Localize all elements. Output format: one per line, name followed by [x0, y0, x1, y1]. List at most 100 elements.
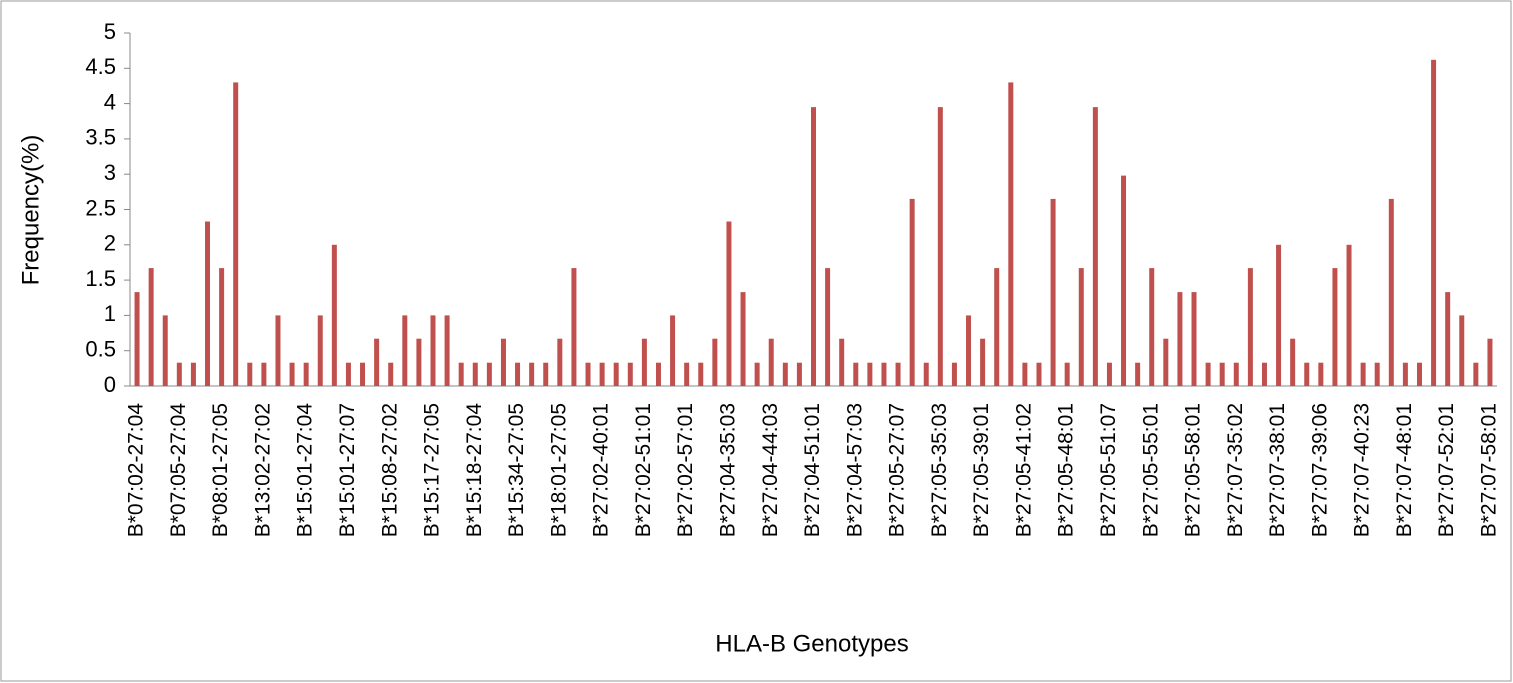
- bar: [1374, 362, 1380, 386]
- bar: [289, 362, 295, 386]
- bar: [811, 107, 816, 386]
- bar: [740, 292, 746, 386]
- bar: [980, 338, 986, 386]
- x-tick-label: B*27:04-35:03: [716, 403, 739, 537]
- bar: [444, 315, 450, 386]
- bar: [853, 362, 859, 386]
- y-tick-label: 5: [104, 19, 116, 44]
- x-tick-label: B*27:07-39:06: [1308, 403, 1331, 537]
- bar: [599, 362, 605, 386]
- bar: [205, 221, 211, 386]
- bar: [867, 362, 873, 386]
- x-tick-label: B*27:07-35:02: [1224, 403, 1247, 537]
- bar: [1247, 268, 1253, 386]
- x-tick-label: B*27:07-40:23: [1351, 403, 1374, 537]
- bar: [1487, 338, 1493, 386]
- bar: [416, 338, 422, 386]
- bar: [1473, 362, 1479, 386]
- bar: [613, 362, 619, 386]
- bar: [1036, 362, 1042, 386]
- bar: [839, 338, 845, 386]
- bar: [923, 362, 929, 386]
- bar: [1163, 338, 1169, 386]
- bar: [1276, 244, 1282, 386]
- x-tick-label: B*15:08-27:02: [378, 403, 401, 537]
- bar: [388, 362, 394, 386]
- x-tick-label: B*13:02-27:02: [251, 403, 274, 537]
- x-tick-label: B*27:07-52:01: [1435, 403, 1458, 537]
- bar: [1360, 362, 1366, 386]
- bar: [1445, 292, 1451, 386]
- bar: [472, 362, 478, 386]
- bar: [655, 362, 661, 386]
- bar: [557, 338, 563, 386]
- bar: [1205, 362, 1211, 386]
- bar: [1050, 198, 1056, 386]
- bar: [1261, 362, 1267, 386]
- x-tick-label: B*27:04-57:03: [843, 403, 866, 537]
- x-tick-label: B*15:34-27:05: [505, 403, 528, 537]
- x-tick-label: B*15:17-27:05: [421, 403, 444, 537]
- x-tick-label: B*27:05-39:01: [970, 403, 993, 537]
- x-tick-label: B*07:05-27:04: [167, 403, 190, 538]
- bar: [529, 362, 535, 386]
- x-tick-label: B*27:02-51:01: [632, 403, 655, 537]
- bar: [1388, 198, 1394, 386]
- bar: [1304, 362, 1310, 386]
- bar: [627, 362, 633, 386]
- x-tick-label: B*18:01-27:05: [547, 403, 570, 537]
- x-tick-label: B*27:02-40:01: [590, 403, 613, 537]
- x-tick-label: B*27:04-51:01: [801, 403, 824, 537]
- x-tick-label: B*15:18-27:04: [463, 403, 486, 538]
- bar: [331, 244, 337, 386]
- bar: [1135, 362, 1141, 386]
- bar: [1346, 244, 1352, 386]
- x-tick-label: B*27:05-51:07: [1097, 403, 1120, 537]
- bar: [994, 268, 1000, 386]
- bar: [317, 315, 323, 386]
- bar: [458, 362, 464, 386]
- bar: [1191, 292, 1197, 386]
- bar: [275, 315, 281, 386]
- bar: [1402, 362, 1408, 386]
- bar: [881, 362, 887, 386]
- bar: [1459, 315, 1465, 386]
- bar: [486, 362, 492, 386]
- bar: [1078, 268, 1084, 386]
- x-tick-label: B*27:05-35:03: [928, 403, 951, 537]
- bar: [190, 362, 196, 386]
- bar: [515, 362, 521, 386]
- bar: [754, 362, 760, 386]
- x-tick-label: B*27:05-58:01: [1182, 403, 1205, 537]
- bar: [909, 198, 915, 386]
- bar: [303, 362, 309, 386]
- bar: [1121, 175, 1127, 386]
- bar: [1008, 82, 1014, 387]
- bar: [782, 362, 788, 386]
- y-tick-label: 4.5: [85, 54, 116, 79]
- y-tick-label: 1.5: [85, 266, 116, 291]
- bar: [712, 338, 718, 386]
- x-axis-title: HLA-B Genotypes: [715, 630, 908, 657]
- bar: [1177, 292, 1183, 386]
- x-tick-label: B*07:02-27:04: [125, 403, 148, 538]
- x-tick-label: B*27:05-41:02: [1012, 403, 1035, 537]
- bar: [895, 362, 901, 386]
- bar: [430, 315, 436, 386]
- bar: [1431, 59, 1437, 386]
- bar: [345, 362, 351, 386]
- x-tick-label: B*27:07-38:01: [1266, 403, 1289, 537]
- y-axis-title: Frequency(%): [17, 135, 44, 286]
- bar: [374, 338, 380, 386]
- y-tick-label: 3.5: [85, 125, 116, 150]
- y-tick-label: 0: [104, 372, 116, 397]
- bar: [670, 315, 676, 386]
- bar: [402, 315, 408, 386]
- bar: [261, 362, 267, 386]
- bar: [1233, 362, 1239, 386]
- x-tick-label: B*08:01-27:05: [209, 403, 232, 537]
- x-tick-label: B*27:05-27:07: [886, 403, 909, 537]
- y-tick-label: 3: [104, 160, 116, 185]
